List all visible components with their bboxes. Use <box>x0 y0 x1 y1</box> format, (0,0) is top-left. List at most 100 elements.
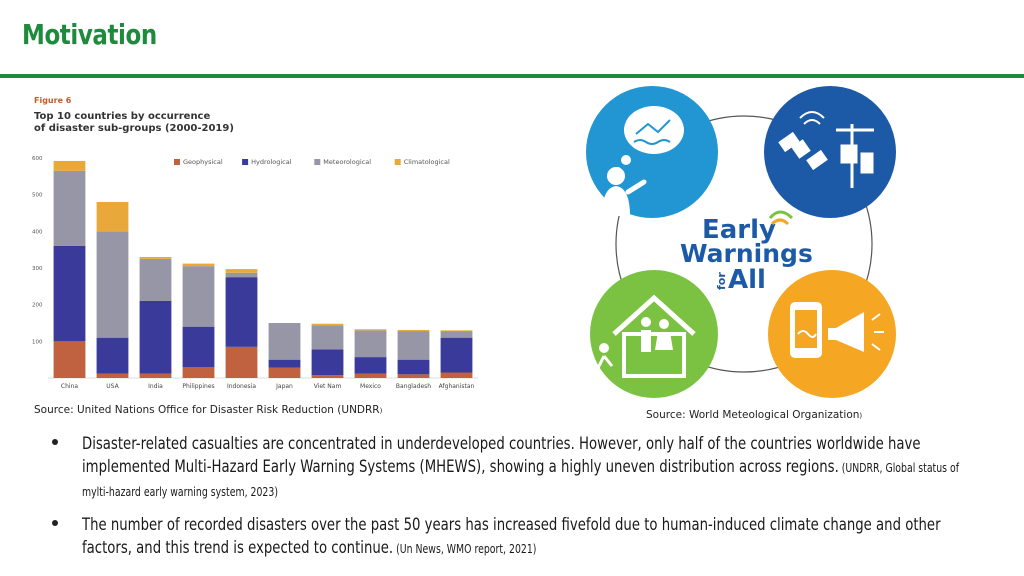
phone-screen-icon <box>795 310 817 348</box>
bar-segment <box>96 202 129 232</box>
title-divider <box>0 74 1024 78</box>
bar-segment <box>53 170 86 246</box>
bar-segment <box>96 373 129 378</box>
y-tick-label: 400 <box>32 229 43 235</box>
x-tick-label: Mexico <box>360 383 381 390</box>
bullet-item: Disaster-related casualties are concentr… <box>52 433 972 504</box>
family-icon <box>641 317 651 327</box>
y-tick-label: 300 <box>32 266 43 272</box>
bar-segment <box>182 326 215 367</box>
y-tick-label: 200 <box>32 303 43 309</box>
bullet-dot <box>52 439 58 445</box>
bar-segment <box>139 373 172 378</box>
family-icon <box>655 332 673 350</box>
bullet-list: Disaster-related casualties are concentr… <box>52 433 972 571</box>
person-arm-icon <box>625 179 647 195</box>
figure-title-line1: Top 10 countries by occurrence <box>34 111 211 122</box>
bullet-item: The number of recorded disasters over th… <box>52 514 972 561</box>
y-tick-label: 500 <box>32 193 43 199</box>
bar-segment <box>268 323 301 360</box>
figure-label: Figure 6 <box>34 96 72 105</box>
thought-dot-icon <box>621 155 631 165</box>
wave-icon <box>633 139 671 145</box>
bar-segment <box>311 375 344 378</box>
bar-segment <box>440 331 473 338</box>
megaphone-icon <box>828 328 838 340</box>
bar-segment <box>440 337 473 373</box>
x-tick-label: Viet Nam <box>314 383 342 390</box>
bar-segment <box>139 257 172 259</box>
bar-segment <box>53 246 86 342</box>
bar-segment <box>354 330 387 358</box>
x-tick-label: India <box>148 383 163 390</box>
bar-segment <box>225 346 258 378</box>
signal-icon <box>803 119 821 125</box>
bar-segment <box>311 325 344 350</box>
house-icon <box>612 294 696 336</box>
bar-segment <box>96 337 129 374</box>
figure-title: Top 10 countries by occurrence of disast… <box>34 111 294 135</box>
weather-station-icon <box>836 124 874 188</box>
running-person-icon <box>599 343 609 353</box>
bar-segment <box>53 160 86 171</box>
bar-segment <box>354 329 387 331</box>
bar-segment <box>225 269 258 273</box>
legend-label: Meteorological <box>323 158 371 166</box>
early-warnings-illustration: Early Warnings for All <box>586 86 896 398</box>
y-tick-label: 600 <box>32 156 43 162</box>
bar-segment <box>53 341 86 378</box>
bar-segment <box>311 323 344 326</box>
legend-swatch <box>394 159 401 165</box>
bar-segment <box>440 330 473 332</box>
legend-label: Climatological <box>404 158 450 166</box>
logo-wave-icon <box>770 218 790 226</box>
bar-segment <box>225 272 258 278</box>
person-head-icon <box>607 167 625 185</box>
bullet-text: Disaster-related casualties are concentr… <box>82 433 962 504</box>
legend-swatch <box>242 159 249 165</box>
person-body-icon <box>602 186 630 216</box>
legend-label: Geophysical <box>183 158 223 166</box>
bullet-body: The number of recorded disasters over th… <box>82 515 941 558</box>
source-right-paren: ) <box>859 412 863 420</box>
signal-icon <box>799 111 825 119</box>
flood-icon <box>635 119 671 135</box>
running-person-icon <box>596 355 614 369</box>
stacked-bar-chart: 100 200 300 400 500 600 China USA India Philippin… <box>32 156 478 390</box>
logo-for: for <box>715 272 728 290</box>
logo-line1: Early <box>702 215 776 245</box>
bar-segment <box>354 357 387 374</box>
bar-segment <box>440 372 473 378</box>
x-tick-label: Japan <box>275 383 293 390</box>
source-left-text: Source: United Nations Office for Disast… <box>34 404 380 416</box>
family-icon <box>659 319 669 329</box>
bar-segment <box>397 374 430 378</box>
source-right: Source: World Meteological Organization) <box>646 409 862 421</box>
source-left-paren: ) <box>379 407 383 415</box>
legend-swatch <box>314 159 321 165</box>
bullet-citation: (Un News, WMO report, 2021) <box>393 542 537 556</box>
x-tick-label: China <box>61 383 78 390</box>
bar-segment <box>397 359 430 375</box>
phone-wave-icon <box>797 330 817 338</box>
x-tick-label: USA <box>106 383 119 390</box>
x-tick-label: Afghanistan <box>439 383 475 390</box>
house-walls-icon <box>622 332 686 378</box>
bar-segment <box>397 329 430 332</box>
x-tick-label: Indonesia <box>227 383 256 390</box>
x-tick-label: Bangladesh <box>396 383 431 390</box>
megaphone-icon <box>836 312 864 352</box>
bar-segment <box>268 367 301 378</box>
logo-all: All <box>728 265 766 295</box>
bar-segment <box>182 367 215 378</box>
y-tick-label: 100 <box>32 339 43 345</box>
satellite-icon <box>778 131 828 171</box>
logo-line2: Warnings <box>680 239 813 268</box>
figure-panel: 100 200 300 400 500 600 China USA India Philippin… <box>28 90 490 395</box>
source-left: Source: United Nations Office for Disast… <box>34 404 382 416</box>
sound-lines-icon <box>871 313 884 351</box>
bullet-citation: (UNDRR, Global status of mylti-hazard ea… <box>82 461 960 499</box>
bullet-body: Disaster-related casualties are concentr… <box>82 434 921 477</box>
family-icon <box>641 330 651 352</box>
slide-title: Motivation <box>22 18 157 51</box>
